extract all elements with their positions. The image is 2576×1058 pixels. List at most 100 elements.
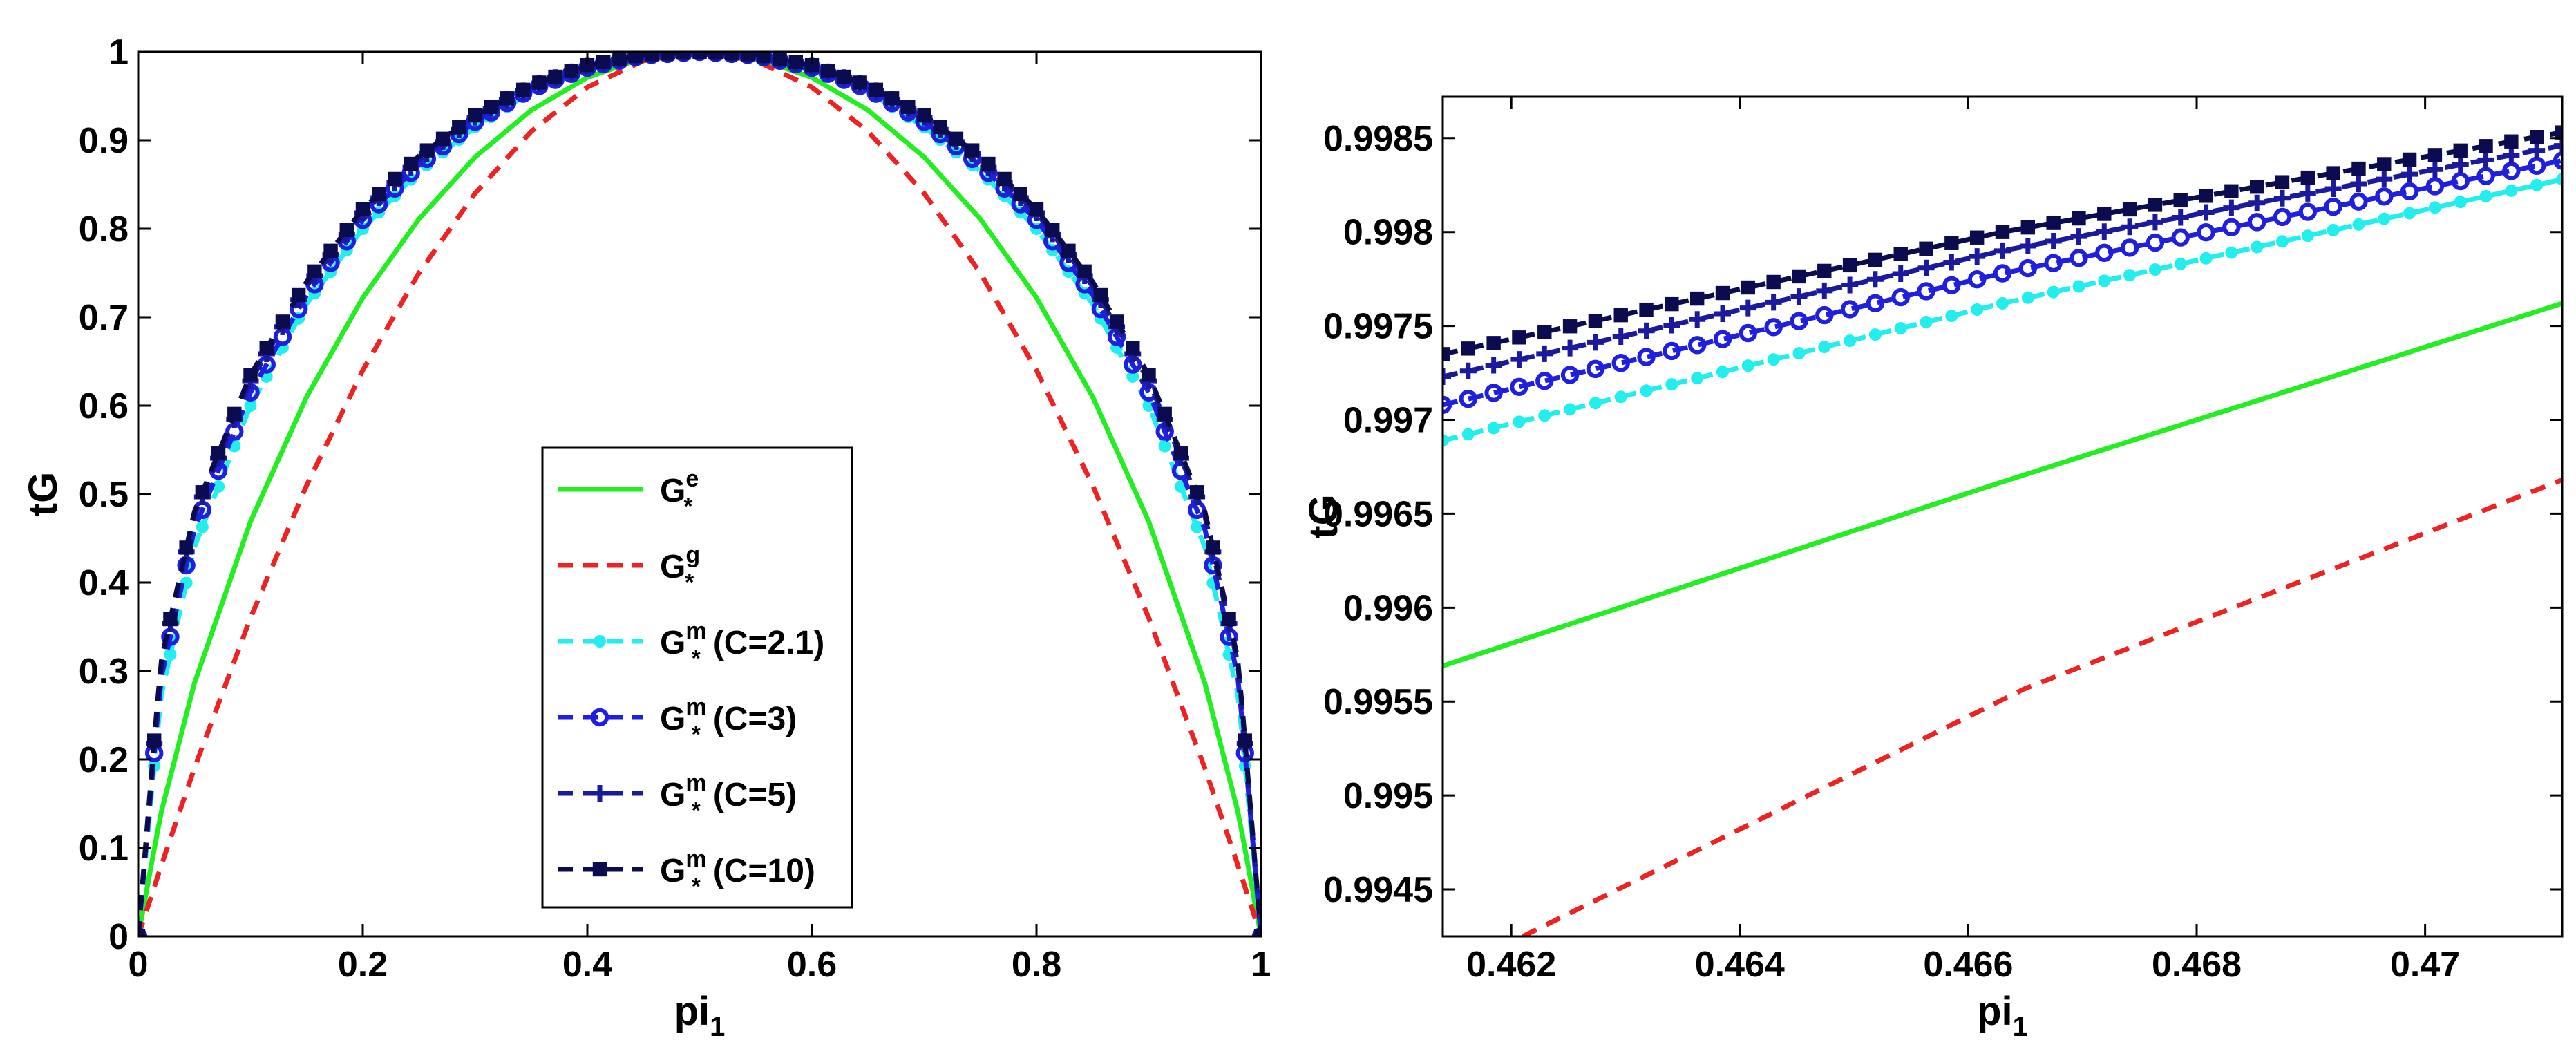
data-point [1944,236,1959,250]
data-point [2225,246,2238,259]
data-point [2324,197,2342,216]
data-point [2095,243,2114,263]
y-tick-label: 0.4 [79,563,129,603]
data-point [1485,357,1502,374]
data-point [2477,151,2494,169]
data-point [419,143,435,158]
data-point [227,406,242,422]
data-point [1920,316,1933,329]
data-point [1587,334,1604,351]
data-point [1894,322,1907,335]
data-point [259,341,274,355]
legend-label: Gm * (C=10) [660,846,815,900]
data-point [2502,162,2521,180]
data-point [2224,184,2239,198]
data-point [1715,285,1730,301]
data-point [2300,170,2315,185]
data-point [1969,230,1985,245]
data-point [2046,216,2061,230]
data-point [2146,214,2163,231]
data-point [1893,247,1908,262]
series-line-G_m_2_1 [1443,177,2562,443]
data-point [2428,201,2441,214]
data-point [1815,305,1834,325]
data-point [1638,322,1655,339]
data-point [1792,269,1806,284]
data-point [2018,258,2038,278]
data-point [2301,229,2314,243]
x-tick-label: 0.47 [2390,945,2460,985]
data-point [1741,359,1754,372]
data-point [837,69,851,84]
data-point [2274,189,2291,207]
data-point [1206,540,1220,555]
data-point [869,82,884,97]
data-point [2327,223,2340,236]
data-point [2426,161,2443,178]
data-point [1868,252,1883,267]
data-point [2556,173,2562,186]
y-tick-label: 0.1 [79,829,129,869]
data-point [1716,366,1729,379]
data-point [1173,446,1188,460]
data-point [1586,359,1605,379]
series-markers-G_m_10 [138,52,1261,936]
data-point [1713,330,1732,348]
data-point [1461,341,1476,356]
series-group [1443,125,2562,936]
data-point [1665,296,1679,312]
data-point [1790,288,1808,305]
data-point [2249,180,2264,194]
data-point [821,64,835,78]
data-point [2273,207,2292,227]
data-point [2350,176,2367,193]
data-point [532,75,547,90]
data-point [917,108,931,123]
data-point [1588,313,1603,328]
data-point [1942,276,1961,295]
data-point [1841,276,1859,294]
data-point [2070,228,2087,245]
legend-label: Gm * (C=3) [660,694,797,748]
data-point [2324,180,2342,197]
data-point [628,52,643,64]
data-point [1061,243,1076,258]
data-point [2453,143,2468,158]
data-point [2148,263,2161,276]
data-point [773,52,787,66]
y-tick-label: 1 [108,32,129,73]
data-point [2251,240,2264,254]
data-point [1513,415,1526,428]
data-point [2121,218,2139,236]
data-point [901,100,916,114]
ticks-group: 0.462 0.464 0.466 0.468 0.47 0.9945 0.995 0.995… [1323,97,2562,985]
legend: Ge * Gg * Gm * (C=2.1) Gm * (C=3) Gm * (C=5) Gm * (C=10… [541,446,853,909]
data-point [1764,318,1783,337]
data-point [2097,207,2112,221]
data-point [1792,347,1806,360]
data-point [1919,241,1933,256]
data-point [580,58,595,73]
legend-label: Gm * (C=5) [660,770,797,824]
data-point [2197,204,2215,221]
data-point [1459,362,1477,379]
data-point [179,540,193,555]
data-point [2326,166,2340,180]
y-tick-label: 0.5 [79,475,129,515]
data-point [1510,351,1528,368]
y-tick-label: 0.9965 [1323,494,1433,534]
data-point [1537,325,1552,339]
data-point [740,52,755,62]
data-point [2123,269,2137,282]
y-tick-label: 0.7 [79,298,129,338]
data-point [2173,193,2188,208]
series-markers-G_m_3 [1443,151,2562,414]
data-point [1126,341,1140,355]
data-point [965,143,980,158]
data-point [2120,238,2139,257]
data-point [1142,399,1155,412]
data-point [2351,161,2366,176]
data-point [1739,299,1756,317]
x-tick-label: 0.6 [787,945,837,985]
